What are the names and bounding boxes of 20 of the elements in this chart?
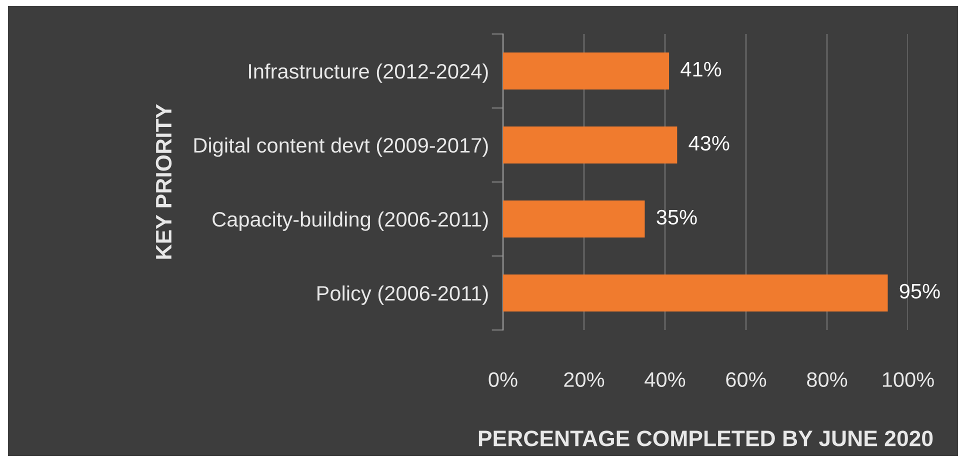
bar: [503, 52, 670, 90]
data-label: 95%: [900, 284, 940, 299]
x-tick-label: 80%: [807, 372, 848, 387]
y-tick-label: Infrastructure (2012-2024): [249, 63, 488, 83]
x-tick-label: 0%: [488, 372, 518, 387]
y-axis-title: KEY PRIORITY: [156, 104, 172, 259]
y-tick-label: Policy (2006-2011): [318, 285, 488, 305]
data-label: 35%: [656, 210, 697, 225]
y-tick-label: Digital content devt (2009-2017): [194, 137, 488, 157]
bar: [503, 200, 645, 238]
y-tick-label: Capacity-building (2006-2011): [212, 211, 488, 231]
data-label: 43%: [688, 136, 730, 151]
x-tick-label: 40%: [644, 372, 686, 387]
x-axis-title: PERCENTAGE COMPLETED BY JUNE 2020: [478, 430, 933, 446]
data-label: 41%: [680, 62, 722, 77]
x-tick-label: 20%: [564, 372, 604, 387]
bar: [503, 126, 678, 164]
bar: [503, 274, 888, 312]
x-tick-label: 60%: [726, 372, 766, 387]
x-tick-label: 100%: [882, 372, 934, 387]
